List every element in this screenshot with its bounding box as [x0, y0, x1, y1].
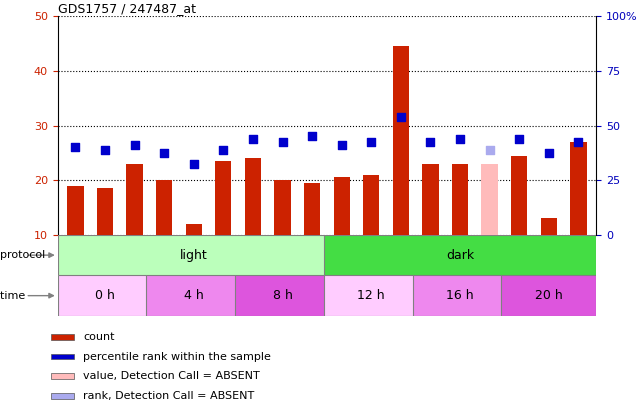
Bar: [58, 235, 330, 275]
Text: 8 h: 8 h: [272, 289, 292, 302]
Bar: [245, 158, 261, 235]
Bar: [413, 275, 508, 316]
Text: rank, Detection Call = ABSENT: rank, Detection Call = ABSENT: [83, 391, 254, 401]
Bar: [58, 275, 153, 316]
Bar: [186, 224, 202, 235]
Point: [159, 149, 169, 156]
Point: [129, 141, 140, 148]
Bar: [304, 183, 320, 235]
Text: GDS1757 / 247487_at: GDS1757 / 247487_at: [58, 2, 196, 15]
Point: [248, 136, 258, 143]
Bar: [452, 164, 468, 235]
Point: [426, 139, 436, 145]
Bar: [126, 164, 143, 235]
Text: 20 h: 20 h: [535, 289, 563, 302]
Point: [514, 136, 524, 143]
Bar: [540, 219, 557, 235]
Bar: [51, 373, 74, 379]
Point: [573, 139, 583, 145]
Bar: [51, 393, 74, 399]
Bar: [570, 142, 587, 235]
Bar: [333, 177, 350, 235]
Bar: [51, 354, 74, 360]
Bar: [324, 275, 419, 316]
Text: 16 h: 16 h: [446, 289, 474, 302]
Point: [307, 133, 317, 140]
Bar: [146, 275, 241, 316]
Bar: [501, 275, 596, 316]
Text: value, Detection Call = ABSENT: value, Detection Call = ABSENT: [83, 371, 260, 381]
Bar: [363, 175, 379, 235]
Bar: [393, 46, 409, 235]
Point: [544, 149, 554, 156]
Text: 4 h: 4 h: [184, 289, 204, 302]
Text: light: light: [180, 249, 208, 262]
Text: count: count: [83, 332, 115, 342]
Bar: [156, 180, 172, 235]
Bar: [481, 164, 498, 235]
Text: dark: dark: [446, 249, 474, 262]
Point: [485, 147, 495, 153]
Bar: [97, 188, 113, 235]
Text: percentile rank within the sample: percentile rank within the sample: [83, 352, 271, 362]
Point: [366, 139, 376, 145]
Point: [278, 139, 288, 145]
Text: time: time: [0, 291, 32, 301]
Text: protocol: protocol: [0, 250, 53, 260]
Bar: [324, 235, 596, 275]
Point: [337, 141, 347, 148]
Point: [218, 147, 228, 153]
Bar: [274, 180, 290, 235]
Bar: [215, 161, 231, 235]
Point: [455, 136, 465, 143]
Point: [395, 114, 406, 121]
Bar: [422, 164, 438, 235]
Point: [71, 144, 81, 151]
Point: [100, 147, 110, 153]
Text: 0 h: 0 h: [95, 289, 115, 302]
Bar: [67, 185, 83, 235]
Bar: [235, 275, 330, 316]
Point: [188, 160, 199, 167]
Bar: [511, 156, 528, 235]
Bar: [51, 334, 74, 340]
Text: 12 h: 12 h: [358, 289, 385, 302]
